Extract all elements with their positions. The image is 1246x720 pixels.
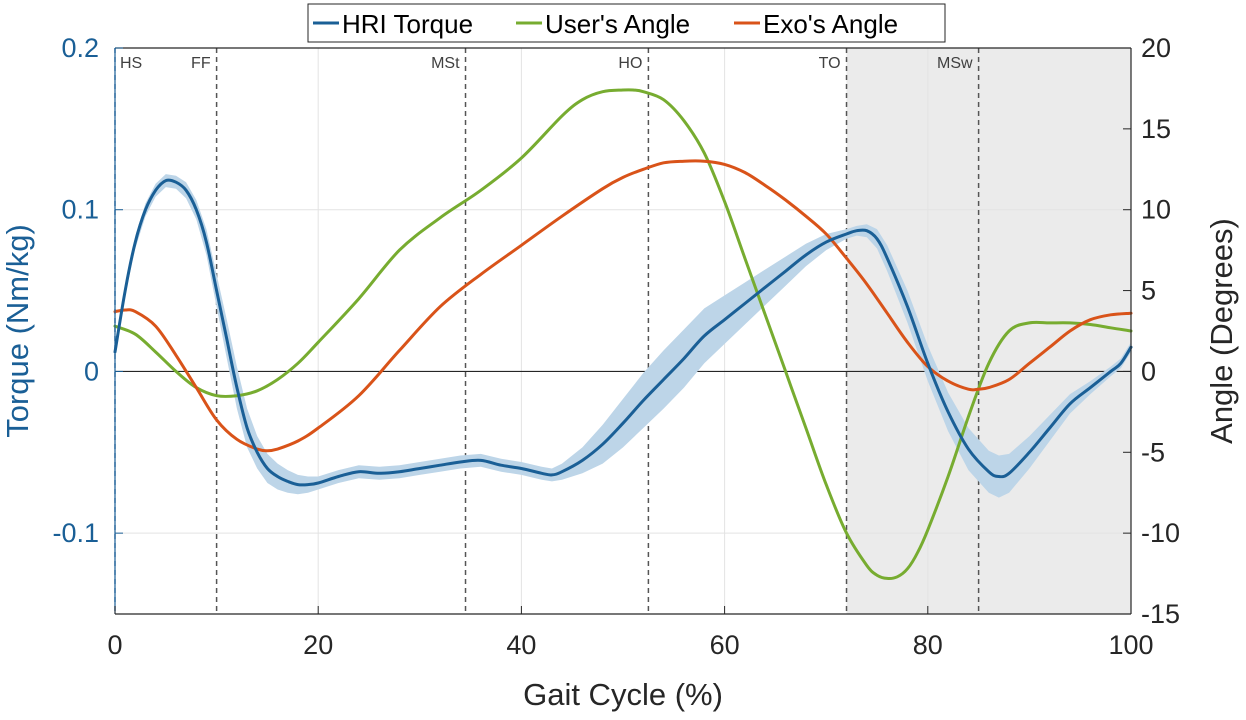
x-tick-label: 40 [506,630,536,660]
right-y-tick-label: 20 [1141,33,1171,63]
legend-label-exo-s-angle: Exo's Angle [763,9,898,39]
phase-label-ff: FF [191,55,211,72]
right-y-tick-label: 0 [1141,356,1156,386]
right-y-tick-label: 10 [1141,195,1171,225]
x-tick-label: 100 [1108,630,1153,660]
phase-label-ho: HO [618,55,642,72]
torque-variance-band [115,174,1131,498]
left-y-tick-label: 0.2 [61,33,99,63]
legend-label-user-s-angle: User's Angle [545,9,690,39]
series-lines [113,88,1133,581]
phase-label-msw: MSw [937,55,973,72]
phase-label-to: TO [819,55,841,72]
series-line-exo-s-angle [113,159,1133,453]
left-y-tick-label: 0.1 [61,195,99,225]
x-tick-label: 20 [303,630,333,660]
x-axis-title: Gait Cycle (%) [523,677,723,712]
x-tick-label: 0 [107,630,122,660]
series-line-hri-torque [113,178,1133,487]
left-y-axis-title: Torque (Nm/kg) [0,224,35,438]
plot-background [115,48,1131,614]
legend: HRI Torque User's Angle Exo's Angle [307,3,946,43]
swing-phase-shading [846,48,1131,614]
right-y-axis-title: Angle (Degrees) [1204,218,1239,444]
legend-label-hri-torque: HRI Torque [342,9,473,39]
series-line-user-s-angle [113,88,1133,581]
left-y-tick-label: -0.1 [52,518,99,548]
right-y-tick-label: -5 [1141,437,1165,467]
phase-label-hs: HS [120,55,142,72]
x-tick-label: 80 [913,630,943,660]
axes-frame [114,47,1132,615]
x-tick-label: 60 [710,630,740,660]
right-y-tick-label: 15 [1141,114,1171,144]
right-y-tick-label: 5 [1141,276,1156,306]
right-y-tick-label: -10 [1141,518,1180,548]
tick-labels: 0 20 40 60 80 100 -0.1 0 0.1 0.2 -15 -10 -5 0 5 10 15 20 [52,33,1180,660]
torque-std-band [115,174,1131,498]
phase-label-mst: MSt [431,55,460,72]
right-y-tick-label: -15 [1141,599,1180,629]
left-y-tick-label: 0 [84,356,99,386]
legend-box [307,3,946,43]
